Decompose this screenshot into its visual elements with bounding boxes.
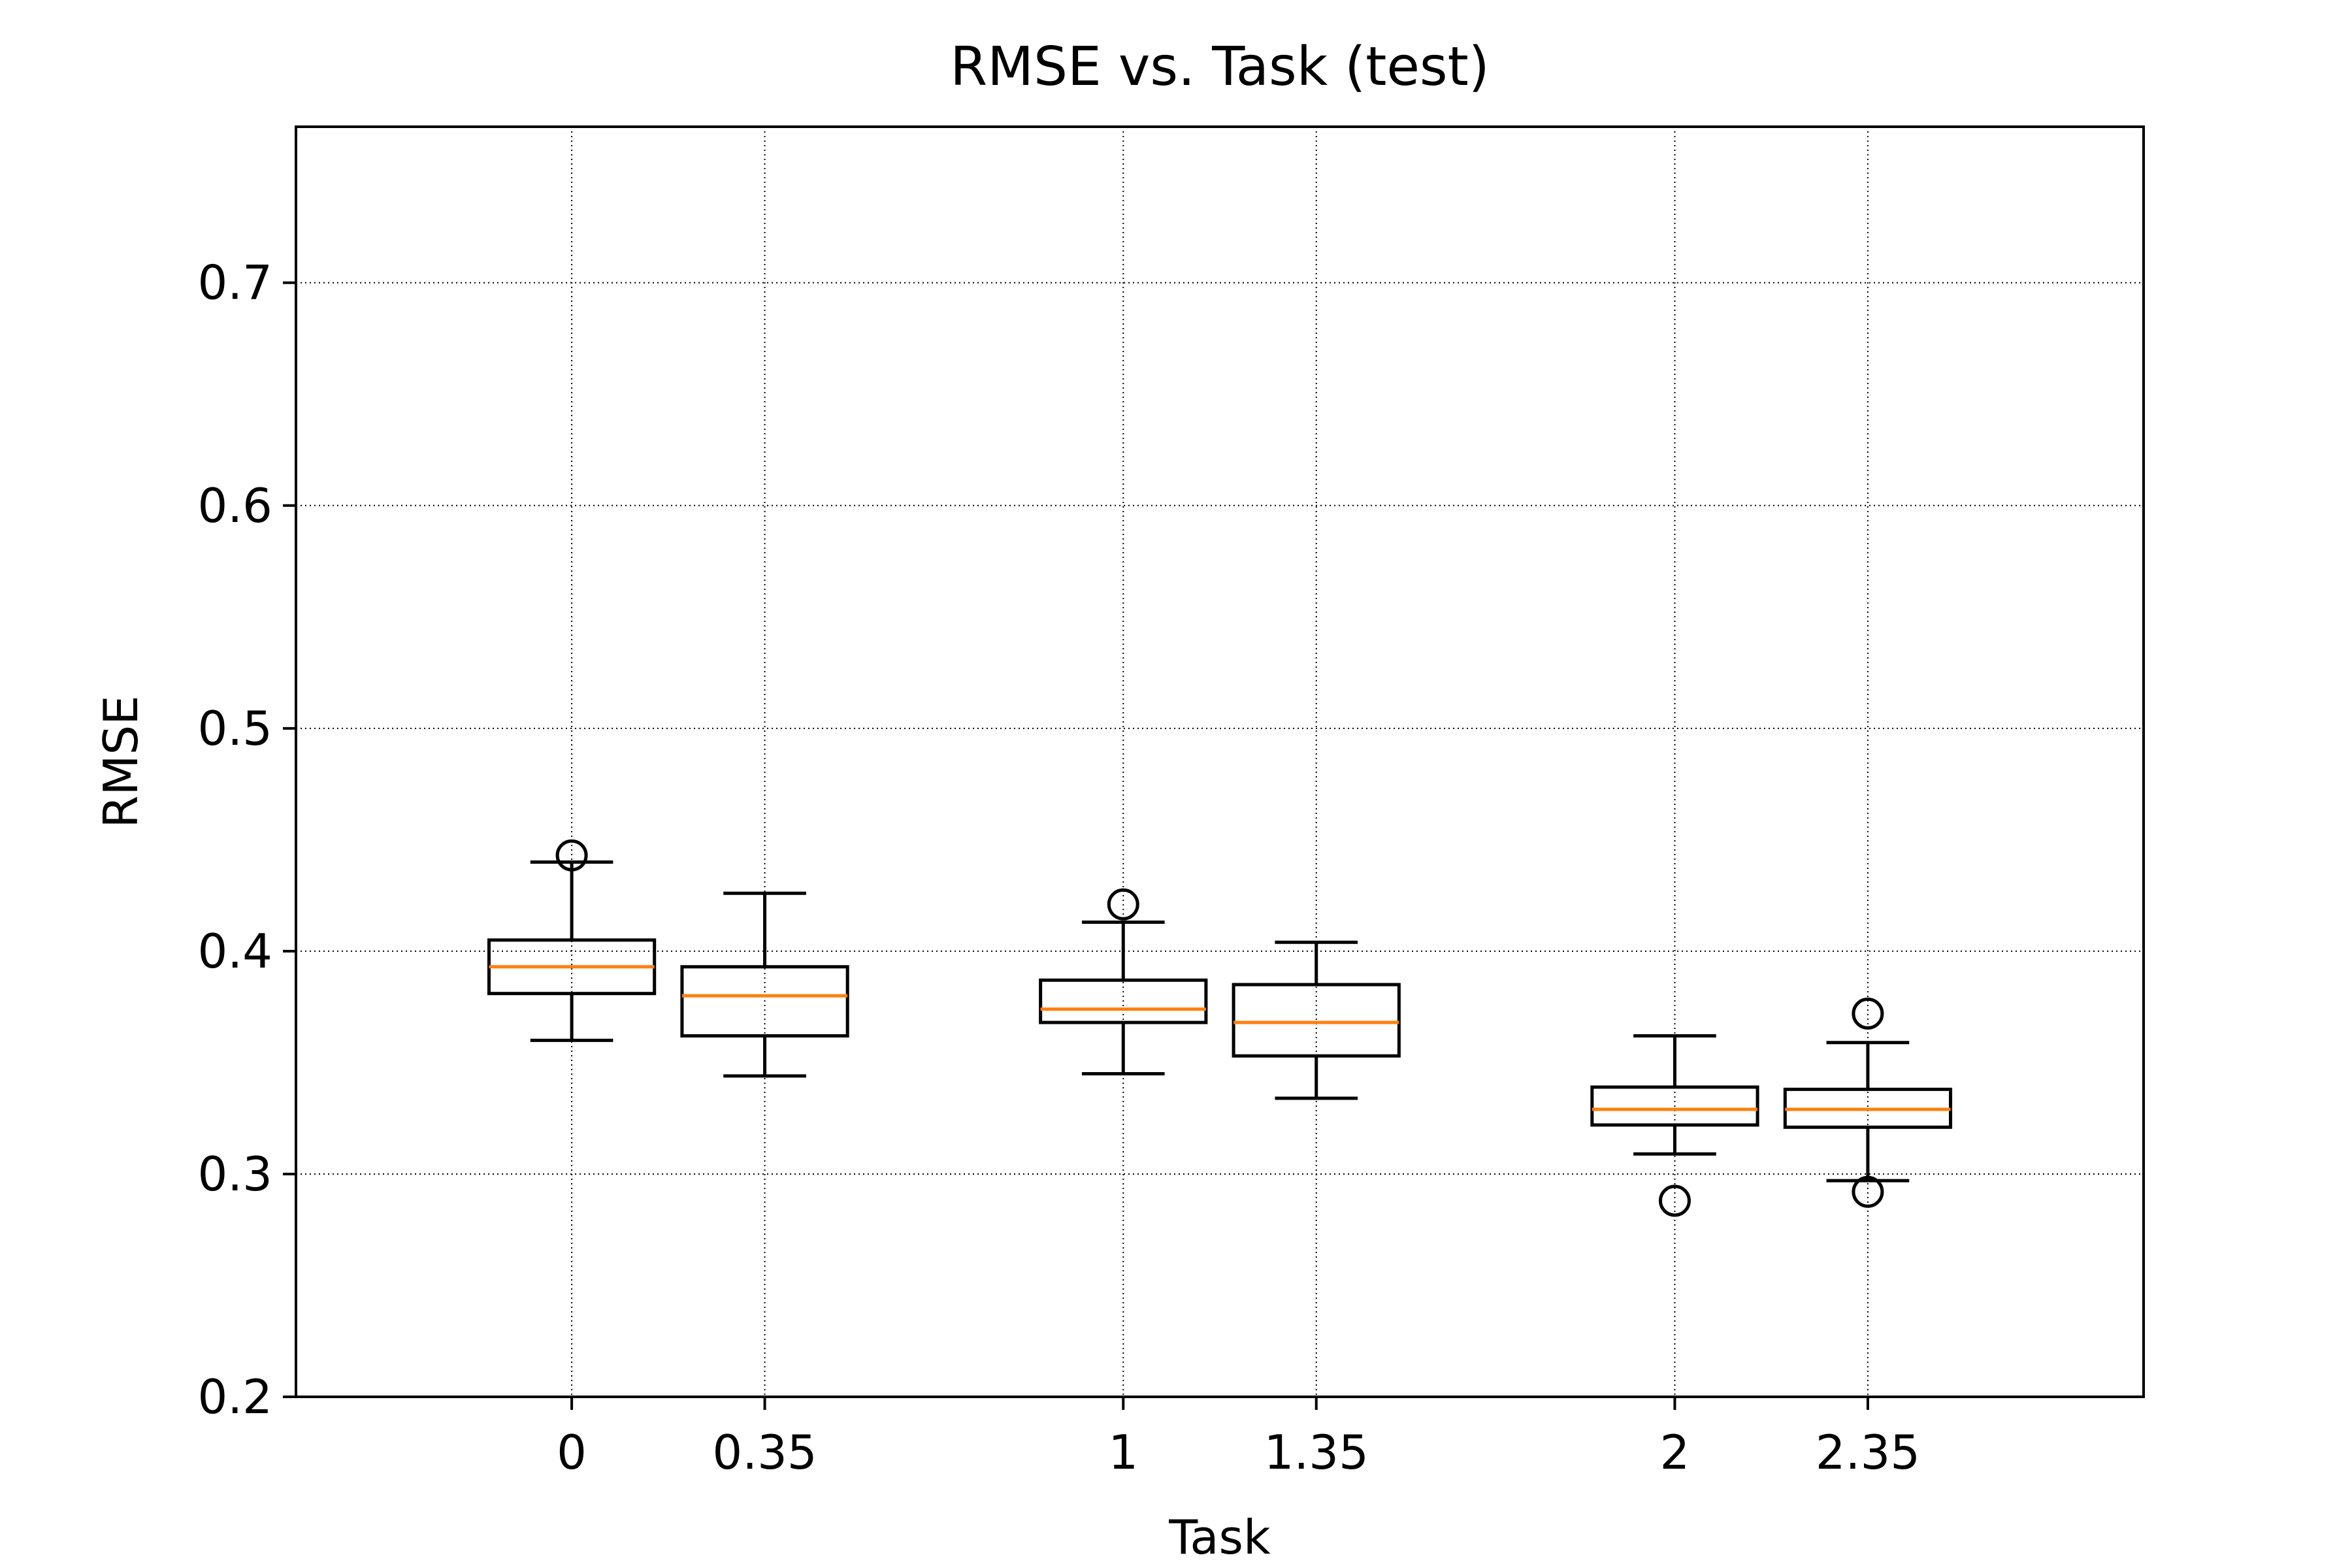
x-tick-label: 2 xyxy=(1660,1425,1690,1480)
ticks-layer: 0.2 0.3 0.4 0.5 0.6 0.7 0 0.35 1 1.35 2 2.35 xyxy=(197,255,1920,1480)
box-group xyxy=(1232,940,1401,1100)
outlier-point xyxy=(555,839,588,872)
x-tick-label: 1.35 xyxy=(1264,1425,1369,1480)
y-tick-label: 0.4 xyxy=(197,924,272,979)
box-group xyxy=(1590,1034,1759,1217)
chart-title: RMSE vs. Task (test) xyxy=(950,36,1490,98)
box-group xyxy=(1039,888,1208,1075)
y-tick-label: 0.6 xyxy=(197,478,272,533)
box-group xyxy=(680,891,849,1078)
iqr-box xyxy=(1590,1085,1759,1127)
box-group xyxy=(487,839,657,1042)
y-tick-label: 0.7 xyxy=(197,255,272,310)
x-axis-label: Task xyxy=(1168,1510,1271,1565)
y-tick-label: 0.2 xyxy=(197,1369,272,1424)
box-group xyxy=(1783,997,1953,1208)
outlier-point xyxy=(1852,997,1884,1030)
y-tick-label: 0.5 xyxy=(197,701,272,756)
x-tick-label: 2.35 xyxy=(1816,1425,1920,1480)
iqr-box xyxy=(1039,978,1208,1024)
outlier-point xyxy=(1852,1175,1884,1208)
plot-frame xyxy=(295,125,2145,1398)
iqr-box xyxy=(680,965,849,1037)
outlier-point xyxy=(1107,888,1139,921)
y-tick-label: 0.3 xyxy=(197,1147,272,1201)
y-axis-label: RMSE xyxy=(93,695,148,828)
boxes-layer xyxy=(487,839,1953,1217)
x-tick-label: 1 xyxy=(1108,1425,1138,1480)
x-tick-label: 0 xyxy=(557,1425,587,1480)
x-tick-label: 0.35 xyxy=(712,1425,817,1480)
outlier-point xyxy=(1658,1184,1691,1217)
iqr-box xyxy=(1232,983,1401,1058)
